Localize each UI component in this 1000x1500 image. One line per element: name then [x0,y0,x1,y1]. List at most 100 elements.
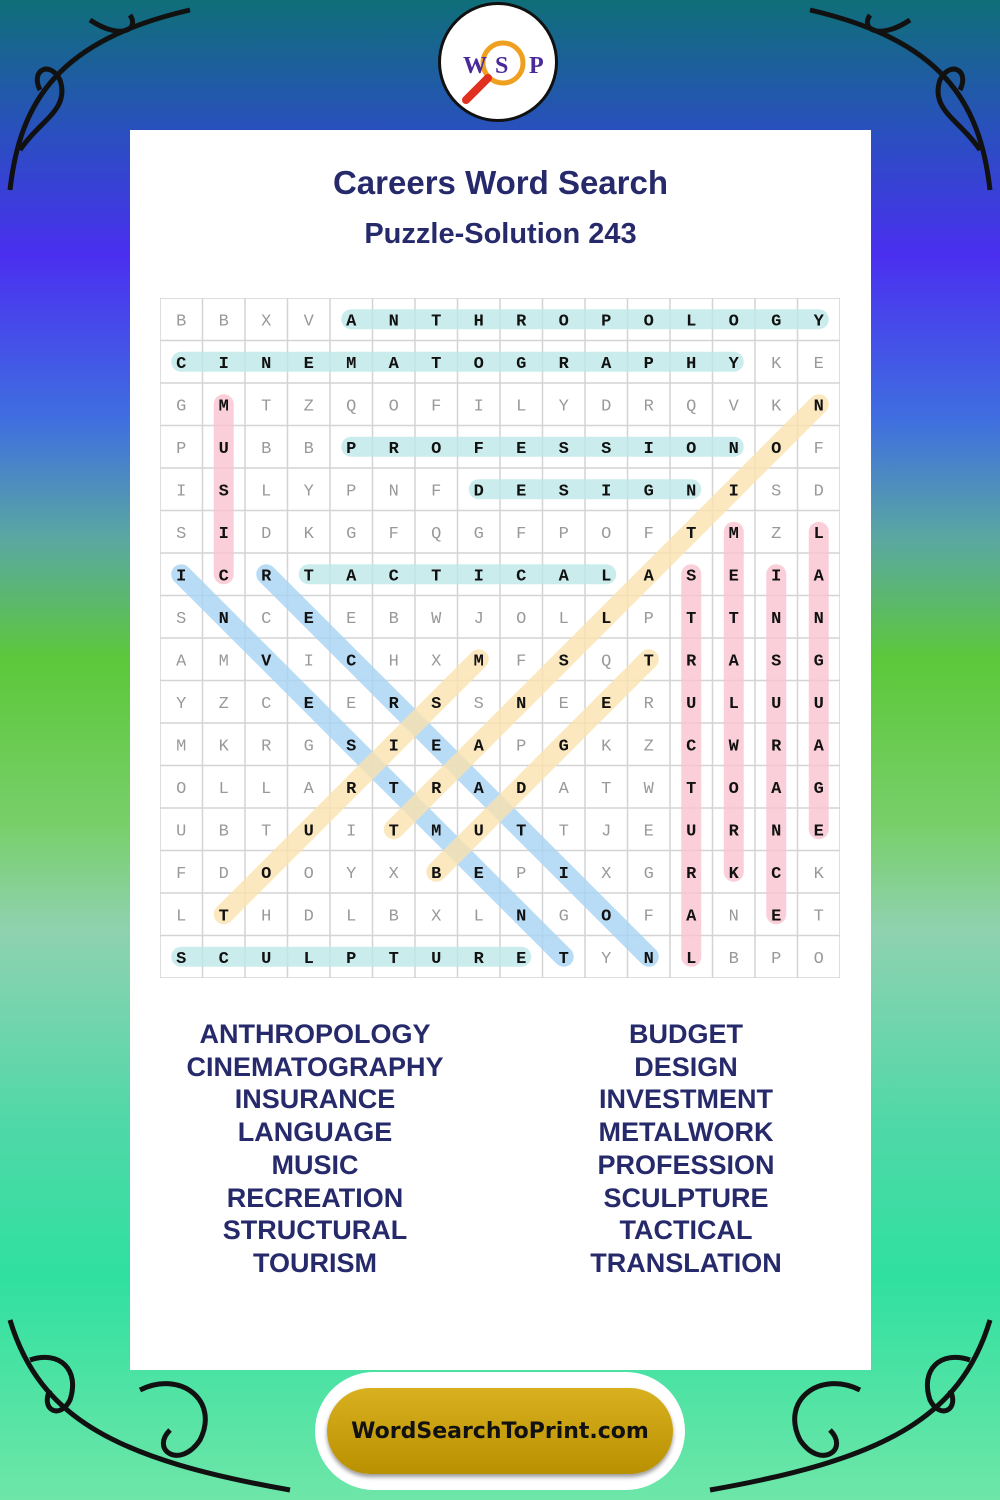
grid-cell: T [431,312,441,331]
grid-cell: N [771,610,781,629]
grid-cell: L [219,780,229,799]
grid-cell: N [686,482,696,501]
grid-cell: A [346,567,357,586]
grid-cell: U [474,822,484,841]
grid-cell: N [516,907,526,926]
grid-cell: N [644,950,654,969]
grid-cell: R [644,695,654,714]
grid-cell: O [771,440,781,459]
grid-cell: M [176,737,186,756]
grid-cell: I [559,865,569,884]
grid-cell: T [601,780,611,799]
grid-cell: L [729,695,739,714]
grid-cell: V [261,652,272,671]
grid-cell: Q [601,652,611,671]
word-list-item: BUDGET [629,1019,743,1049]
word-list-right: BUDGET DESIGN INVESTMENT METALWORK PROFESSIO… [501,1018,871,1280]
grid-cell: B [304,440,314,459]
grid-cell: T [644,652,654,671]
grid-cell: T [686,610,696,629]
grid-cell: U [219,440,229,459]
grid-cell: B [261,440,271,459]
grid-cell: C [346,652,356,671]
grid-cell: E [601,695,611,714]
grid-cell: E [516,950,526,969]
grid-cell: G [814,780,824,799]
grid-cell: A [644,567,655,586]
grid-cell: H [686,355,696,374]
grid-cell: L [814,525,824,544]
grid-cell: N [814,397,824,416]
grid-cell: Z [644,737,654,756]
grid-cell: O [729,312,739,331]
grid-cell: A [814,737,825,756]
grid-cell: T [729,610,739,629]
grid-cell: W [729,737,740,756]
grid-cell: C [261,695,271,714]
grid-cell: S [559,482,569,501]
grid-cell: N [219,610,229,629]
grid-cell: A [559,780,570,799]
grid-cell: N [729,907,739,926]
grid-cell: T [559,822,569,841]
grid-cell: D [261,525,271,544]
grid-cell: I [304,652,314,671]
grid-cell: N [516,695,526,714]
grid-cell: E [346,610,356,629]
grid-cell: R [261,567,272,586]
grid-cell: N [389,312,399,331]
grid-cell: A [601,355,612,374]
grid-cell: Z [771,525,781,544]
logo-letter-w: W [463,53,487,79]
word-list-item: STRUCTURAL [222,1215,408,1246]
grid-cell: F [431,482,441,501]
grid-cell: C [516,567,526,586]
grid-cell: P [644,355,654,374]
grid-cell: T [516,822,526,841]
grid-cell: G [516,355,526,374]
grid-cell: B [219,822,229,841]
grid-cell: M [729,525,739,544]
word-list-item: RECREATION [226,1182,404,1213]
grid-cell: O [389,397,399,416]
grid-cell: L [261,780,271,799]
grid-cell: O [261,865,271,884]
grid-cell: E [431,737,441,756]
grid-cell: L [601,567,611,586]
grid-cell: N [771,822,781,841]
grid-cell: J [601,822,611,841]
grid-cell: N [261,355,271,374]
grid-cell: Y [601,950,611,969]
highlight-translation [383,394,829,840]
grid-cell: P [559,525,569,544]
grid-cell: K [771,355,782,374]
grid-cell: P [346,440,356,459]
grid-cell: S [601,440,611,459]
grid-cell: G [304,737,314,756]
grid-cell: I [601,482,611,501]
ornament-corner-top-left [7,7,191,191]
word-list-item: METALWORK [598,1117,774,1148]
grid-cell: G [559,737,569,756]
grid-cell: L [686,312,696,331]
ornament-corner-bottom-left [7,1319,291,1493]
grid-cell: S [176,525,186,544]
grid-cell: G [771,312,781,331]
grid-cell: N [729,440,739,459]
grid-cell: F [516,525,526,544]
grid-cell: T [431,567,441,586]
grid-cell: D [474,482,484,501]
grid-cell: P [516,865,526,884]
grid-cell: A [771,780,782,799]
word-list-item: DESIGN [634,1051,738,1082]
grid-cell: R [261,737,271,756]
grid-cell: W [644,780,655,799]
highlight-budget [426,649,659,882]
grid-cell: N [814,610,824,629]
grid-cell: Y [176,695,186,714]
grid-cell: S [686,567,696,586]
site-link[interactable]: WordSearchToPrint.com [327,1388,673,1474]
grid-cell: B [431,865,441,884]
grid-cell: K [601,737,612,756]
grid-cell: I [474,397,484,416]
